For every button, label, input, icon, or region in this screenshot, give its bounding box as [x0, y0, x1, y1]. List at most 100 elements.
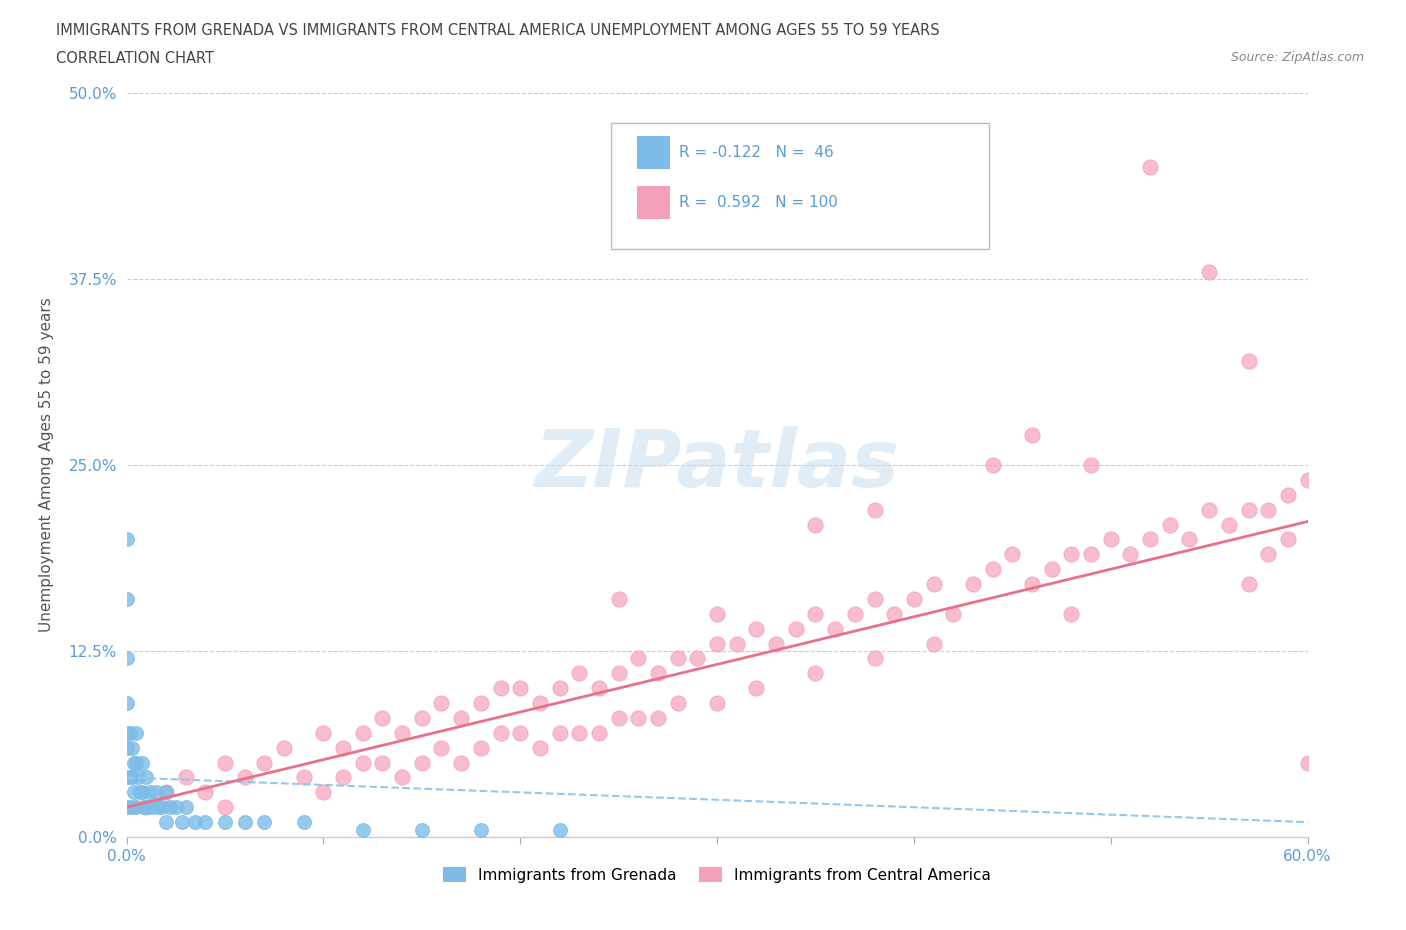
Point	[214, 755, 236, 770]
Point	[155, 815, 177, 830]
Point	[1080, 458, 1102, 472]
Point	[120, 725, 142, 740]
Point	[115, 591, 138, 606]
FancyBboxPatch shape	[637, 186, 669, 219]
Point	[548, 725, 571, 740]
Point	[194, 815, 217, 830]
Point	[391, 725, 413, 740]
Point	[115, 696, 138, 711]
Point	[135, 800, 157, 815]
Point	[391, 770, 413, 785]
Point	[706, 606, 728, 621]
Point	[292, 815, 315, 830]
Point	[411, 711, 433, 725]
Point	[647, 711, 669, 725]
Point	[1119, 547, 1142, 562]
Point	[1296, 472, 1319, 487]
Point	[450, 755, 472, 770]
Point	[146, 800, 169, 815]
Point	[131, 785, 153, 800]
Point	[129, 785, 152, 800]
Point	[607, 666, 630, 681]
Point	[568, 725, 591, 740]
Point	[115, 725, 138, 740]
Point	[1001, 547, 1024, 562]
Point	[922, 577, 945, 591]
Point	[470, 822, 492, 837]
Point	[135, 800, 157, 815]
Legend: Immigrants from Grenada, Immigrants from Central America: Immigrants from Grenada, Immigrants from…	[437, 860, 997, 889]
Point	[139, 785, 162, 800]
Point	[922, 636, 945, 651]
Point	[1021, 577, 1043, 591]
Point	[253, 815, 276, 830]
Point	[1277, 487, 1299, 502]
Point	[1237, 502, 1260, 517]
Point	[548, 681, 571, 696]
Point	[120, 770, 142, 785]
Point	[352, 822, 374, 837]
Point	[170, 815, 193, 830]
Point	[607, 711, 630, 725]
Point	[509, 681, 531, 696]
Point	[588, 725, 610, 740]
Point	[470, 696, 492, 711]
Point	[1257, 547, 1279, 562]
Point	[115, 532, 138, 547]
Point	[1080, 547, 1102, 562]
Point	[131, 755, 153, 770]
Point	[529, 696, 551, 711]
Point	[627, 711, 650, 725]
Point	[115, 651, 138, 666]
Point	[1060, 606, 1083, 621]
Point	[312, 725, 335, 740]
Point	[1139, 160, 1161, 175]
Point	[1139, 532, 1161, 547]
Point	[332, 740, 354, 755]
Point	[1040, 562, 1063, 577]
Point	[165, 800, 187, 815]
FancyBboxPatch shape	[610, 123, 988, 249]
Point	[942, 606, 965, 621]
Point	[292, 770, 315, 785]
Point	[962, 577, 984, 591]
Point	[706, 636, 728, 651]
Point	[1296, 755, 1319, 770]
Text: CORRELATION CHART: CORRELATION CHART	[56, 51, 214, 66]
Point	[804, 606, 827, 621]
Point	[1021, 428, 1043, 443]
Point	[125, 755, 148, 770]
Point	[115, 800, 138, 815]
Point	[273, 740, 295, 755]
Point	[352, 725, 374, 740]
Point	[666, 696, 689, 711]
Point	[430, 740, 453, 755]
Point	[430, 696, 453, 711]
Point	[155, 785, 177, 800]
Point	[121, 800, 143, 815]
Point	[134, 800, 156, 815]
Point	[1099, 532, 1122, 547]
Point	[489, 725, 512, 740]
Point	[184, 815, 207, 830]
Point	[588, 681, 610, 696]
Point	[141, 800, 163, 815]
Point	[194, 785, 217, 800]
Point	[745, 621, 768, 636]
Point	[145, 785, 167, 800]
Point	[1237, 577, 1260, 591]
Point	[785, 621, 807, 636]
Point	[127, 770, 149, 785]
Point	[115, 770, 138, 785]
Point	[135, 770, 157, 785]
Point	[1198, 502, 1220, 517]
Point	[804, 666, 827, 681]
Point	[233, 815, 256, 830]
Point	[844, 606, 866, 621]
Point	[1257, 502, 1279, 517]
Point	[124, 785, 146, 800]
Point	[509, 725, 531, 740]
Point	[1178, 532, 1201, 547]
Point	[1218, 517, 1240, 532]
Point	[233, 770, 256, 785]
